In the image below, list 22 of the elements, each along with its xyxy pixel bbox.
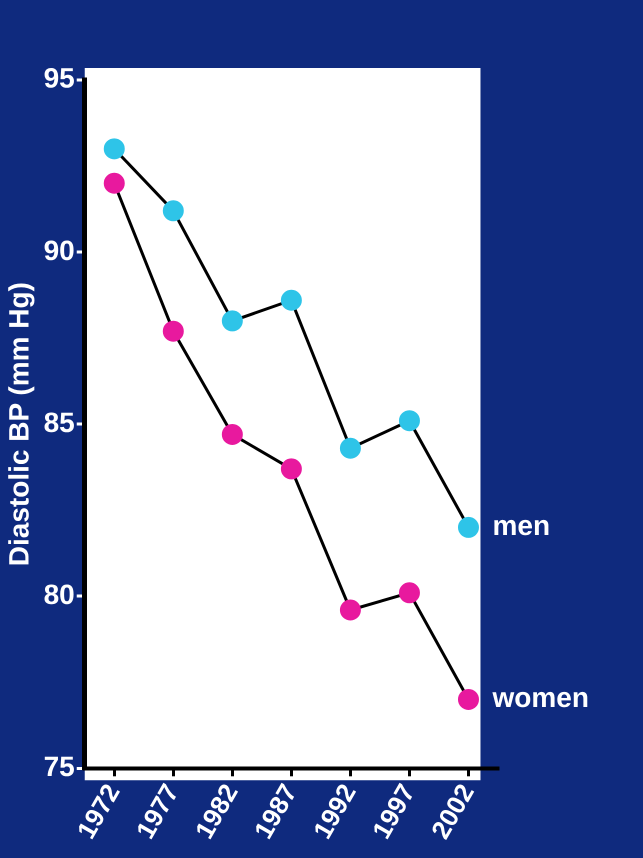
point (458, 516, 479, 538)
y-tick-label: 95 (44, 62, 75, 94)
point (162, 320, 184, 342)
point (162, 200, 184, 222)
point (280, 458, 302, 480)
y-axis-title: Diastolic BP (mm Hg) (4, 282, 35, 566)
y-tick-label: 90 (44, 234, 75, 266)
point (280, 290, 302, 311)
point (104, 138, 125, 160)
y-tick-label: 80 (44, 578, 75, 610)
point (340, 438, 361, 459)
point (398, 582, 420, 604)
series-label: men (492, 510, 550, 542)
point (398, 410, 420, 432)
point (222, 424, 243, 445)
point (222, 310, 243, 332)
point (340, 600, 361, 620)
point (104, 172, 125, 194)
point (458, 688, 479, 710)
y-tick-label: 85 (44, 406, 75, 438)
y-tick-label: 75 (44, 751, 75, 782)
series-label: women (491, 682, 589, 714)
